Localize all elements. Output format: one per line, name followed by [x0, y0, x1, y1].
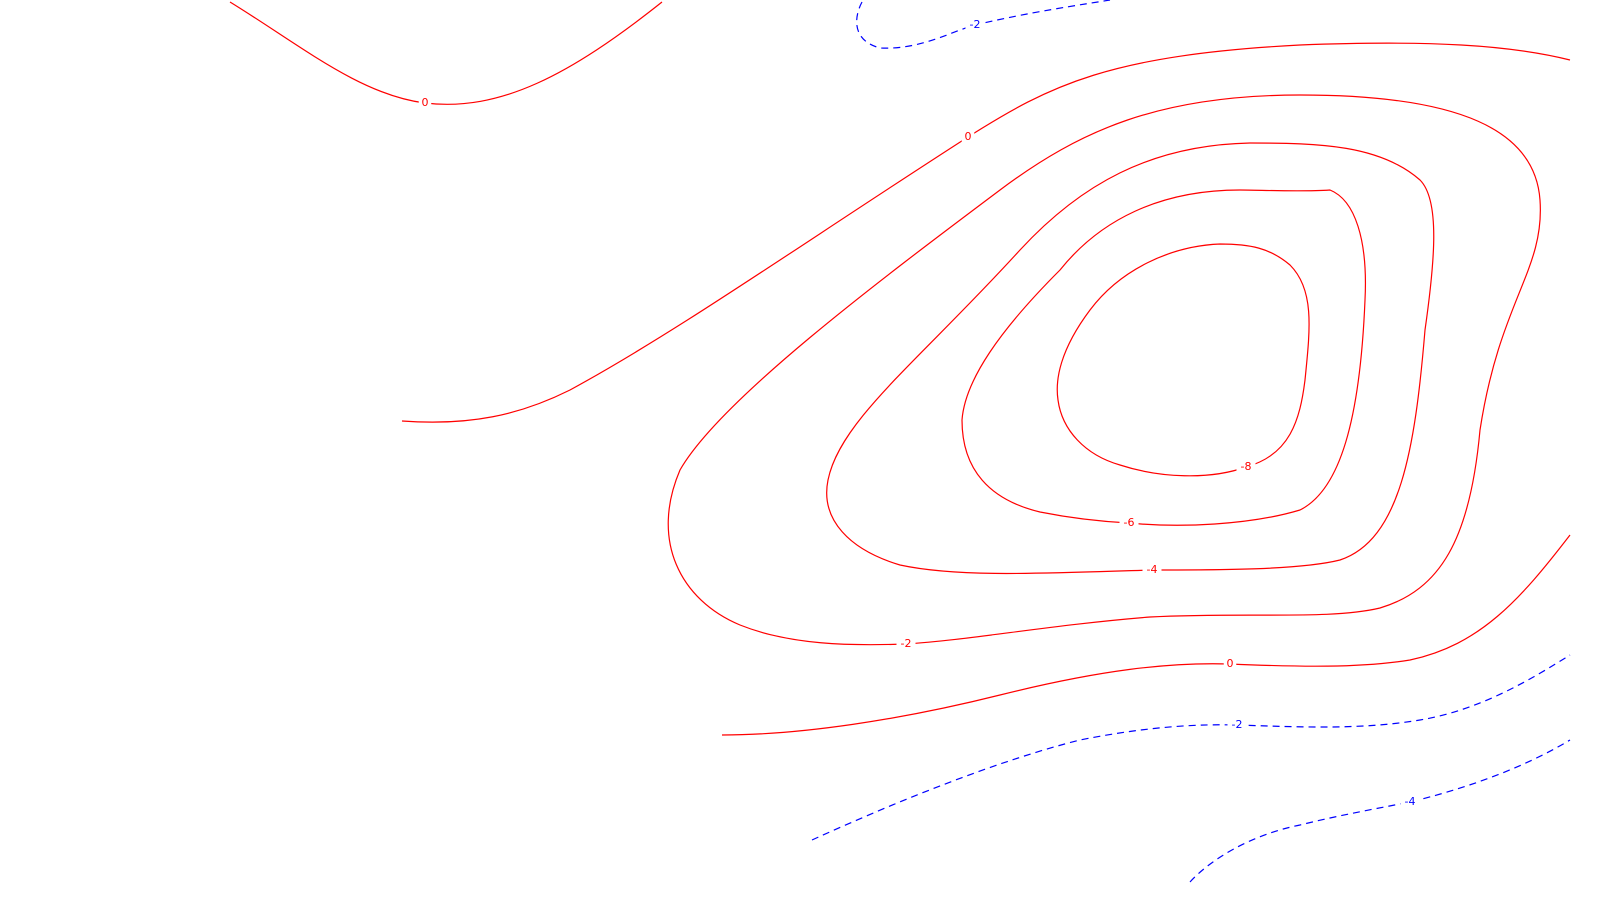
contour-label-gap — [1400, 796, 1420, 808]
contour-label-2: 0 — [1227, 657, 1234, 670]
contour-line-minus2-dashed-top — [856, 0, 1111, 49]
contour-label-3: -2 — [901, 637, 912, 650]
contour-label-gap — [896, 638, 916, 650]
contour-line-minus4 — [826, 142, 1435, 575]
contour-label-gap — [418, 97, 432, 109]
contour-line-minus2 — [667, 94, 1541, 646]
contour-label-4: -4 — [1147, 563, 1158, 576]
contour-label-0: 0 — [422, 96, 429, 109]
contour-label-5: -6 — [1124, 516, 1135, 529]
contour-line-minus4-dashed — [1189, 739, 1571, 883]
contour-line-minus6 — [961, 189, 1367, 526]
contour-line-minus8 — [1056, 243, 1310, 477]
contour-label-gap — [1227, 719, 1247, 731]
contour-label-gap — [961, 131, 975, 143]
contour-label-9: -4 — [1405, 795, 1416, 808]
contour-label-gap — [1223, 658, 1237, 670]
contour-label-gap — [1236, 461, 1256, 473]
contour-label-gap — [1142, 564, 1162, 576]
contour-line-0-top-left — [229, 1, 663, 105]
contour-label-1: 0 — [965, 130, 972, 143]
contour-line-0-lower — [721, 534, 1571, 736]
contour-label-6: -8 — [1241, 460, 1252, 473]
contour-label-gap — [965, 19, 985, 31]
contour-label-8: -2 — [1232, 718, 1243, 731]
contour-line-minus2-dashed-bottom — [811, 654, 1571, 841]
contour-label-7: -2 — [970, 18, 981, 31]
contour-label-gap — [1119, 517, 1139, 529]
